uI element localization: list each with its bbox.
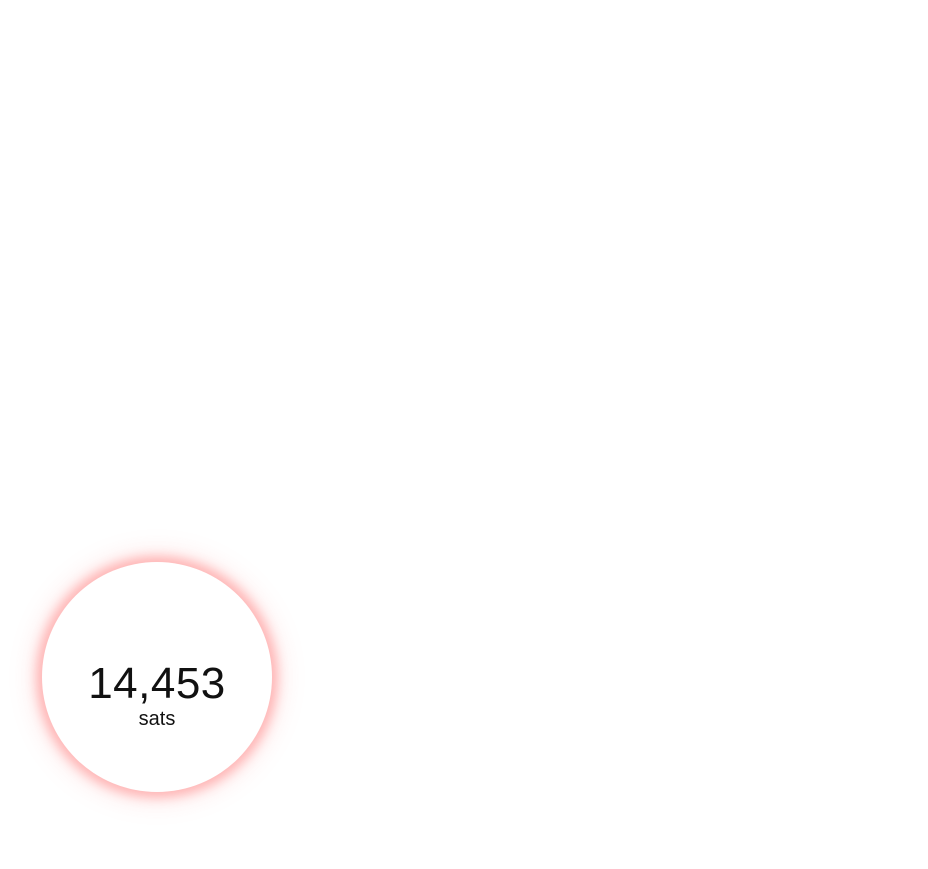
balance-bubble[interactable]: 14,453 sats — [42, 562, 272, 792]
balance-amount: 14,453 — [88, 659, 226, 708]
balance-unit-label: sats — [138, 708, 176, 730]
